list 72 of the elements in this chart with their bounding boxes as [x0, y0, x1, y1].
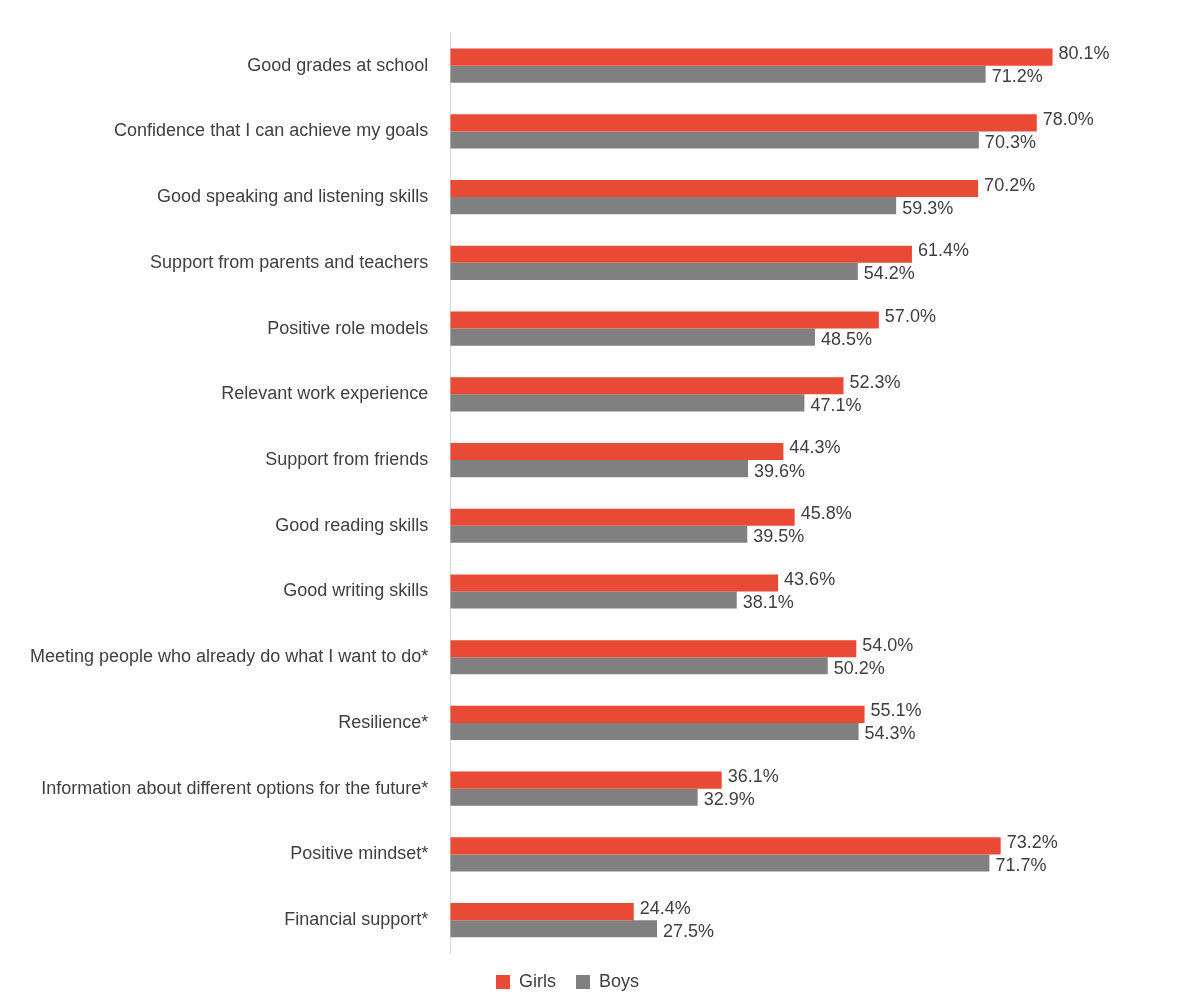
- bar: [450, 377, 844, 395]
- y-tick-label: Resilience*: [338, 711, 429, 732]
- bar: [450, 903, 634, 921]
- bar: [450, 591, 737, 609]
- bar: [450, 460, 749, 478]
- bar: [450, 197, 897, 215]
- data-label: 24.4%: [639, 897, 691, 918]
- bar: [450, 131, 979, 149]
- data-label: 54.0%: [862, 634, 914, 655]
- bar: [450, 788, 698, 806]
- data-label: 47.1%: [810, 394, 862, 415]
- y-tick-label: Support from friends: [265, 449, 429, 469]
- bar: [450, 574, 779, 592]
- bar: [450, 311, 879, 329]
- data-label: 71.2%: [991, 66, 1043, 87]
- data-label: 32.9%: [703, 789, 755, 810]
- bar: [450, 854, 990, 872]
- y-tick-label: Good grades at school: [247, 54, 429, 75]
- y-tick-label: Financial support*: [284, 909, 429, 930]
- bar: [450, 442, 784, 461]
- bar: [450, 722, 859, 741]
- legend-label: Girls: [519, 970, 556, 991]
- data-label: 45.8%: [800, 503, 852, 524]
- bar: [450, 262, 858, 280]
- bar: [450, 920, 658, 938]
- data-label: 50.2%: [833, 657, 885, 678]
- bar: [450, 640, 857, 658]
- y-tick-label: Confidence that I can achieve my goals: [114, 120, 429, 141]
- data-label: 61.4%: [917, 240, 969, 261]
- data-label: 57.0%: [884, 306, 936, 326]
- bar: [450, 245, 912, 263]
- legend-label: Boys: [598, 970, 640, 991]
- bar: [450, 837, 1001, 855]
- data-label: 44.3%: [789, 437, 841, 458]
- data-label: 59.3%: [902, 197, 954, 218]
- y-tick-label: Positive mindset*: [290, 843, 429, 864]
- bar: [450, 657, 828, 675]
- data-label: 54.2%: [863, 263, 915, 284]
- bar: [450, 48, 1053, 66]
- data-label: 52.3%: [849, 371, 901, 392]
- y-tick-label: Positive role models: [267, 317, 429, 338]
- data-label: 43.6%: [784, 568, 836, 589]
- data-label: 39.6%: [754, 460, 806, 481]
- bar: [450, 508, 795, 526]
- bar: [450, 705, 865, 723]
- bar: [450, 771, 722, 789]
- bar: [450, 114, 1037, 132]
- data-label: 39.5%: [753, 526, 805, 547]
- data-label: 70.3%: [984, 131, 1036, 152]
- data-label: 70.2%: [984, 174, 1036, 195]
- y-tick-label: Meeting people who already do what I want to do*: [29, 646, 429, 667]
- data-label: 80.1%: [1058, 43, 1110, 64]
- y-tick-label: Support from parents and teachers: [150, 251, 429, 272]
- y-tick-label: Good reading skills: [275, 514, 429, 535]
- y-tick-label: Good writing skills: [283, 580, 429, 601]
- bar: [450, 65, 986, 83]
- bar: [450, 394, 805, 412]
- y-tick-label: Good speaking and listening skills: [157, 186, 429, 207]
- data-label: 55.1%: [870, 700, 922, 721]
- data-label: 27.5%: [663, 920, 715, 941]
- data-label: 71.7%: [995, 854, 1047, 875]
- y-tick-label: Relevant work experience: [221, 383, 429, 404]
- data-label: 54.3%: [864, 723, 916, 744]
- data-label: 38.1%: [742, 592, 794, 613]
- bar: [450, 180, 979, 198]
- bar: [450, 328, 815, 346]
- y-tick-label: Information about different options for the future*: [41, 777, 429, 798]
- data-label: 36.1%: [727, 766, 779, 787]
- data-label: 48.5%: [820, 329, 872, 350]
- data-label: 78.0%: [1042, 108, 1094, 129]
- data-label: 73.2%: [1006, 831, 1058, 852]
- bar: [450, 525, 748, 543]
